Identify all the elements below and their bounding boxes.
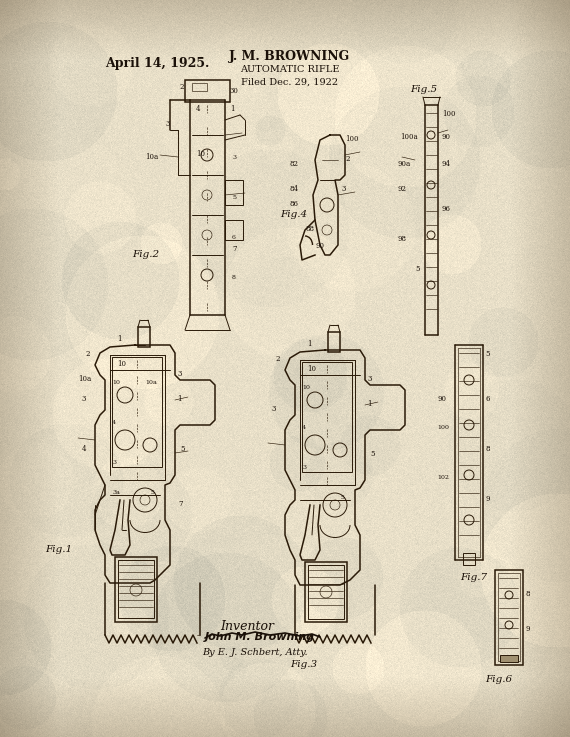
Text: 3: 3: [112, 460, 116, 465]
Text: John M. Browning: John M. Browning: [205, 632, 315, 642]
Text: 8: 8: [232, 275, 236, 280]
Text: 10a: 10a: [145, 153, 158, 161]
Text: 9: 9: [525, 625, 530, 633]
Text: 5: 5: [340, 495, 344, 500]
Text: 10: 10: [117, 360, 126, 368]
Text: 3: 3: [302, 465, 306, 470]
Text: 88: 88: [305, 225, 314, 233]
Text: Fig.4: Fig.4: [280, 210, 307, 219]
Text: 90a: 90a: [398, 160, 411, 168]
Text: 7: 7: [178, 500, 182, 508]
Text: 86: 86: [290, 200, 299, 208]
Bar: [495, 570, 523, 665]
Bar: [328, 332, 340, 352]
Text: Fig.3: Fig.3: [290, 660, 317, 669]
Bar: [225, 220, 243, 240]
Text: 8: 8: [525, 590, 530, 598]
Text: 8: 8: [485, 445, 490, 453]
Bar: [112, 357, 162, 467]
Text: 1: 1: [117, 335, 121, 343]
Text: AUTOMATIC RIFLE: AUTOMATIC RIFLE: [240, 65, 340, 74]
Text: 30: 30: [230, 87, 239, 95]
Text: 100: 100: [345, 135, 359, 143]
Bar: [463, 553, 475, 565]
Bar: [498, 573, 520, 661]
Text: 90: 90: [442, 133, 451, 141]
Text: 100: 100: [442, 110, 455, 118]
Text: 5: 5: [150, 490, 154, 495]
Text: 4: 4: [112, 420, 116, 425]
Text: 2: 2: [346, 155, 351, 163]
Text: 5: 5: [485, 350, 490, 358]
Text: 5: 5: [415, 265, 420, 273]
Bar: [138, 327, 150, 347]
Bar: [305, 562, 347, 622]
Bar: [225, 180, 243, 205]
Text: Fig.5: Fig.5: [410, 85, 437, 94]
Text: 102: 102: [437, 475, 449, 480]
Text: 10: 10: [112, 380, 120, 385]
Text: Fig.1: Fig.1: [45, 545, 72, 554]
Bar: [192, 83, 207, 91]
Text: 9: 9: [485, 495, 490, 503]
Text: Filed Dec. 29, 1922: Filed Dec. 29, 1922: [242, 78, 339, 87]
Text: 3: 3: [342, 185, 347, 193]
Text: 98: 98: [398, 235, 407, 243]
Text: 3: 3: [82, 395, 87, 403]
Text: 94: 94: [442, 160, 451, 168]
Text: 6: 6: [232, 235, 236, 240]
Bar: [308, 565, 344, 619]
Text: April 14, 1925.: April 14, 1925.: [105, 57, 209, 70]
Text: 2: 2: [85, 350, 89, 358]
Text: 100: 100: [437, 425, 449, 430]
Text: Fig.6: Fig.6: [485, 675, 512, 684]
Text: 10a: 10a: [145, 380, 157, 385]
Text: 2: 2: [275, 355, 279, 363]
Text: 5: 5: [232, 195, 236, 200]
Text: 3: 3: [232, 155, 236, 160]
Text: 3a: 3a: [112, 490, 120, 495]
Bar: [500, 655, 518, 662]
Bar: [185, 80, 230, 102]
Text: 5: 5: [180, 445, 185, 453]
Text: 1: 1: [307, 340, 311, 348]
Bar: [118, 560, 154, 618]
Text: 1: 1: [230, 105, 234, 113]
Text: 10: 10: [196, 150, 205, 158]
Text: Fig.7: Fig.7: [460, 573, 487, 582]
Text: 4: 4: [82, 445, 87, 453]
Text: 3: 3: [177, 370, 181, 378]
Text: 90: 90: [315, 242, 324, 250]
Text: 6: 6: [485, 395, 490, 403]
Text: 1: 1: [367, 400, 372, 408]
Text: 92: 92: [398, 185, 407, 193]
Text: 7: 7: [232, 245, 237, 253]
Text: Inventor: Inventor: [220, 620, 274, 633]
Text: 2: 2: [180, 83, 185, 91]
Text: 10: 10: [302, 385, 310, 390]
Text: 3: 3: [367, 375, 372, 383]
Bar: [302, 362, 352, 472]
Text: By E. J. Schbert, Atty.: By E. J. Schbert, Atty.: [202, 648, 308, 657]
Text: 82: 82: [290, 160, 299, 168]
Text: J. M. BROWNING: J. M. BROWNING: [229, 50, 351, 63]
Text: 1: 1: [177, 395, 181, 403]
Text: 3: 3: [165, 120, 169, 128]
Text: 3: 3: [272, 405, 276, 413]
Bar: [115, 557, 157, 622]
Text: 4: 4: [196, 105, 201, 113]
Text: 5: 5: [370, 450, 374, 458]
Text: 96: 96: [442, 205, 451, 213]
Text: 100a: 100a: [400, 133, 418, 141]
Text: 84: 84: [290, 185, 299, 193]
Text: 10a: 10a: [78, 375, 91, 383]
Text: 10: 10: [307, 365, 316, 373]
Text: 4: 4: [302, 425, 306, 430]
Text: 90: 90: [437, 395, 446, 403]
Text: Fig.2: Fig.2: [132, 250, 159, 259]
